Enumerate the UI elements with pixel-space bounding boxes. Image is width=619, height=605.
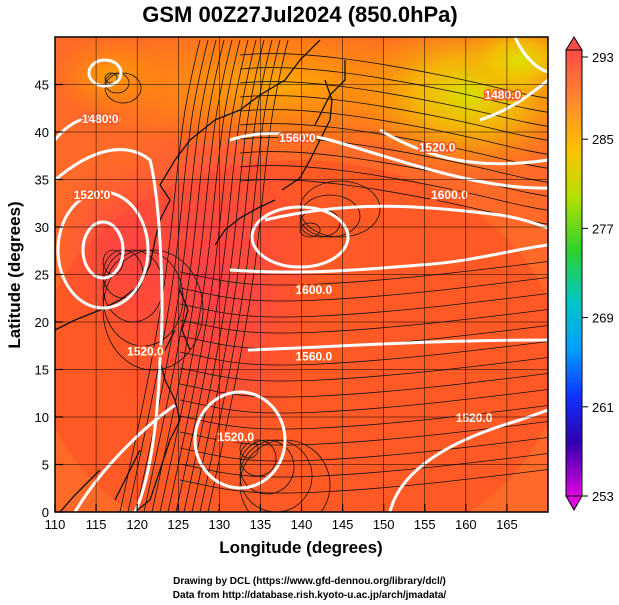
colorbar-tick-label: 277 [592, 221, 614, 236]
x-axis-label: Longitude (degrees) [219, 538, 382, 557]
streamline [299, 180, 381, 238]
contour-label: 1520.0 [127, 345, 164, 359]
contour-1520-se [388, 408, 548, 512]
x-axis-ticks: 110 115 120 125 130 135 140 145 150 155 160 165 [45, 504, 518, 532]
y-tick-label: 20 [35, 315, 49, 330]
contour-1520-west [55, 148, 164, 512]
colorbar-tick-label: 285 [592, 132, 614, 147]
colorbar-top-arrow [565, 36, 583, 51]
chart-title: GSM 00Z27Jul2024 (850.0hPa) [142, 2, 458, 27]
contour-label: 1520.0 [217, 430, 254, 444]
x-tick-label: 125 [167, 517, 189, 532]
colorbar-bar [565, 49, 583, 497]
contour-label: 1600.0 [431, 188, 468, 202]
contour-1520-sw [73, 403, 176, 512]
streamline [239, 439, 331, 512]
streamline [143, 39, 225, 512]
y-tick-label: 25 [35, 268, 49, 283]
contour-label: 1520.0 [419, 140, 456, 154]
contour-1520-tc [193, 390, 287, 490]
streamline [102, 249, 144, 299]
y-tick-label: 15 [35, 363, 49, 378]
grid-lines [55, 37, 548, 512]
colorbar: 293 285 277 269 261 253 [565, 36, 614, 512]
y-tick-label: 35 [35, 173, 49, 188]
contour-1480-ne [513, 37, 548, 74]
colorbar-tick-label: 261 [592, 400, 614, 415]
streamline [239, 165, 548, 211]
contour-label: 1480.0 [82, 112, 119, 126]
streamline [167, 39, 249, 512]
streamline [239, 67, 548, 113]
y-tick-label: 10 [35, 410, 49, 425]
contour-1480-east [479, 78, 548, 122]
x-tick-label: 135 [250, 517, 272, 532]
y-axis-label: Latitude (degrees) [5, 201, 24, 348]
y-tick-label: 0 [42, 505, 49, 520]
y-tick-label: 40 [35, 125, 49, 140]
colorbar-tick-label: 269 [592, 311, 614, 326]
streamline [104, 72, 118, 84]
streamline [175, 39, 257, 512]
streamline [191, 39, 273, 512]
contour-low-west-inner [81, 220, 125, 280]
colorbar-tick-label: 253 [592, 489, 614, 504]
wind-streamlines [102, 39, 548, 512]
x-tick-label: 115 [86, 517, 107, 532]
streamline [199, 39, 281, 512]
y-axis-ticks: 0 5 10 15 20 25 30 35 40 45 [35, 78, 63, 520]
streamline [239, 439, 277, 477]
contour-1560-south [247, 338, 548, 352]
streamline [239, 53, 548, 99]
contour-label: 1520.0 [456, 411, 493, 425]
y-tick-label: 30 [35, 220, 49, 235]
credit-drawing: Drawing by DCL (https://www.gfd-dennou.o… [173, 576, 446, 587]
colorbar-tick-label: 293 [592, 50, 614, 65]
streamline [183, 39, 265, 512]
streamline [239, 109, 548, 155]
x-tick-label: 155 [414, 517, 436, 532]
contour-1600-south [229, 243, 548, 274]
streamline [207, 39, 289, 512]
x-tick-label: 150 [373, 517, 395, 532]
contour-labels: 1480.0 1520.0 1560.0 1520.0 1480.0 1600.0 1600… [72, 87, 523, 446]
streamline [239, 439, 295, 495]
x-tick-label: 140 [291, 517, 313, 532]
contour-north-cell [87, 58, 123, 88]
y-tick-label: 45 [35, 78, 49, 93]
streamline [104, 72, 130, 94]
contour-1520-north [379, 128, 548, 166]
streamline [239, 137, 548, 183]
contour-low-west [56, 190, 150, 310]
streamline [102, 249, 184, 347]
x-tick-label: 120 [126, 517, 148, 532]
x-tick-label: 145 [332, 517, 354, 532]
contour-label: 1600.0 [295, 283, 332, 297]
contour-label: 1560.0 [295, 349, 332, 363]
streamline [239, 81, 548, 127]
streamline [159, 39, 241, 512]
contour-label: 1560.0 [279, 131, 316, 145]
x-tick-label: 110 [45, 517, 66, 532]
streamline [299, 222, 321, 238]
x-tick-label: 130 [208, 517, 230, 532]
height-contours [55, 37, 548, 512]
y-tick-label: 5 [42, 458, 49, 473]
streamline [127, 39, 209, 512]
contour-1560-north [229, 131, 548, 190]
colorbar-bottom-arrow [565, 495, 583, 512]
streamline [239, 95, 548, 141]
colorbar-ticks: 293 285 277 269 261 253 [582, 50, 614, 504]
contour-1600-east [264, 204, 548, 230]
streamline [151, 39, 233, 512]
x-tick-label: 160 [455, 517, 477, 532]
contour-1600-high-center [250, 205, 350, 269]
weather-chart: 1480.01520.01560.01520.01480.01600.01600… [5, 36, 614, 557]
credit-data: Data from http://database.rish.kyoto-u.a… [172, 590, 447, 601]
x-tick-label: 165 [496, 517, 518, 532]
contour-label: 1520.0 [74, 188, 111, 202]
contour-label: 1480.0 [484, 88, 521, 102]
contour-1480-west [55, 114, 121, 141]
streamline [299, 194, 361, 238]
